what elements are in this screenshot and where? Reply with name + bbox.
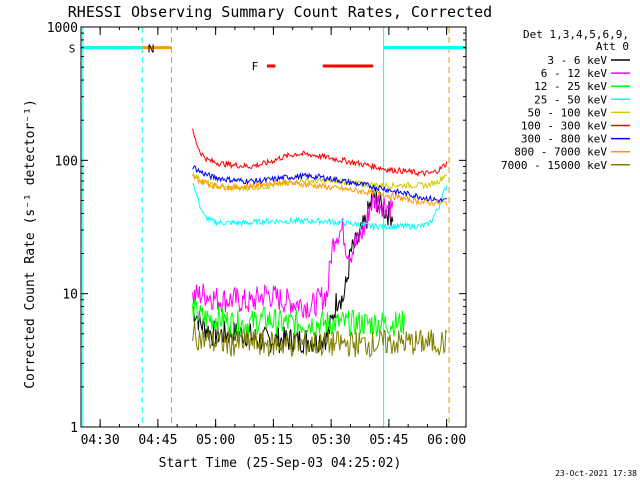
- x-tick-label-5: 05:45: [369, 433, 408, 448]
- plot-frame: [80, 26, 467, 428]
- series-line-5: [192, 128, 448, 177]
- legend-label-8: 7000 - 15000 keV: [501, 159, 607, 172]
- legend-label-3: 25 - 50 keV: [534, 93, 607, 106]
- legend-label-2: 12 - 25 keV: [534, 80, 607, 93]
- series-line-7: [192, 174, 448, 207]
- legend-header-1: Att 0: [596, 40, 629, 53]
- legend-label-5: 100 - 300 keV: [521, 120, 607, 133]
- legend-label-1: 6 - 12 keV: [541, 67, 608, 80]
- axes: 1 10 100 1000 04:30 04:45 05:00 05:15 05:30 05:45…: [47, 21, 467, 448]
- flare_bar-label-3: F: [252, 60, 259, 73]
- chart-title: RHESSI Observing Summary Count Rates, Co…: [68, 3, 492, 21]
- x-tick-label-2: 05:00: [196, 433, 235, 448]
- series-line-8: [192, 321, 448, 359]
- series-line-6: [192, 165, 447, 205]
- series-line-3: [192, 183, 448, 232]
- x-axis-label: Start Time (25-Sep-03 04:25:02): [159, 456, 402, 471]
- y-tick-label-1: 10: [62, 288, 78, 303]
- night_bar-label-1: N: [148, 43, 155, 56]
- x-tick-label-3: 05:15: [254, 433, 293, 448]
- y-tick-label-0: 1: [70, 421, 78, 436]
- series-line-1: [192, 193, 394, 319]
- series-line-4: [192, 172, 448, 192]
- footer-timestamp: 23-Oct-2021 17:38: [555, 469, 637, 478]
- y-tick-label-3: 1000: [47, 21, 78, 36]
- x-tick-label-6: 06:00: [427, 433, 466, 448]
- legend-label-0: 3 - 6 keV: [547, 54, 607, 67]
- x-tick-label-0: 04:30: [81, 433, 120, 448]
- legend-label-6: 300 - 800 keV: [521, 133, 607, 146]
- legend-label-7: 800 - 7000 keV: [514, 146, 607, 159]
- x-tick-label-4: 05:30: [312, 433, 351, 448]
- plot-area: S N F: [69, 27, 466, 427]
- x-tick-label-1: 04:45: [138, 433, 177, 448]
- y-axis-label: Corrected Count Rate (s⁻¹ detector⁻¹): [23, 99, 38, 389]
- series-line-2: [192, 299, 405, 337]
- saa_bar-label-0: S: [69, 43, 76, 56]
- y-tick-label-2: 100: [55, 154, 78, 169]
- legend-header-0: Det 1,3,4,5,6,9,: [523, 28, 629, 41]
- legend-label-4: 50 - 100 keV: [528, 106, 608, 119]
